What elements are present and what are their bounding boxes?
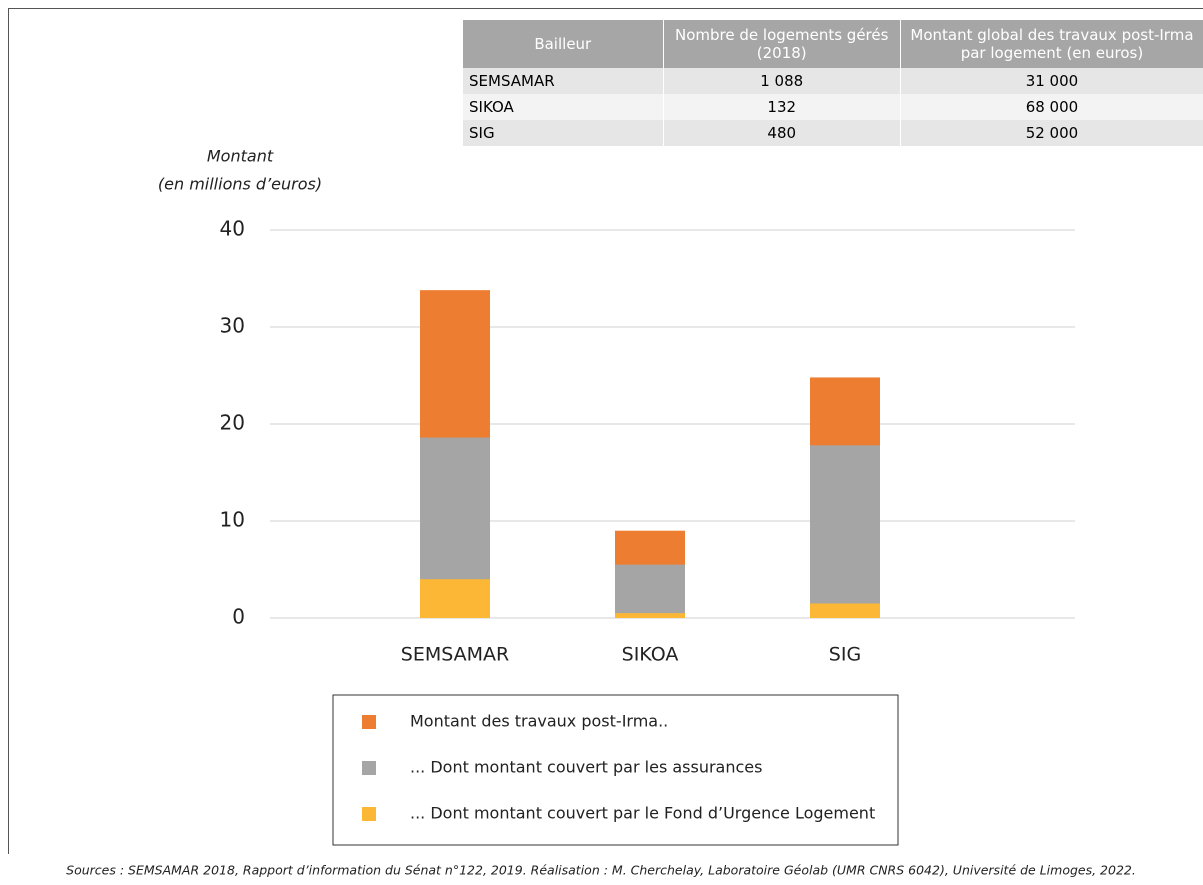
bar bbox=[615, 613, 685, 618]
legend-swatch bbox=[362, 807, 376, 821]
bar bbox=[615, 564, 685, 618]
y-tick-label: 10 bbox=[220, 508, 245, 532]
legend-box bbox=[332, 694, 899, 846]
bar bbox=[810, 603, 880, 618]
bar bbox=[810, 445, 880, 618]
legend-swatch bbox=[362, 761, 376, 775]
table-cell: SEMSAMAR bbox=[463, 68, 664, 94]
y-tick-label: 40 bbox=[220, 217, 245, 241]
y-tick-label: 20 bbox=[220, 411, 245, 435]
legend-label: ... Dont montant couvert par le Fond d’U… bbox=[410, 804, 875, 823]
table-cell: 31 000 bbox=[899, 68, 1203, 94]
data-table: Bailleur Nombre de logements gérés (2018… bbox=[463, 20, 1203, 146]
bar bbox=[420, 579, 490, 618]
y-tick-label: 0 bbox=[232, 605, 245, 629]
table-cell: SIG bbox=[463, 120, 664, 146]
table-row: SIKOA 132 68 000 bbox=[463, 94, 1203, 120]
table-cell: 68 000 bbox=[899, 94, 1203, 120]
source: Sources : SEMSAMAR 2018, Rapport d’infor… bbox=[66, 863, 1136, 878]
header-cell: Bailleur bbox=[463, 20, 664, 68]
legend-label: ... Dont montant couvert par les assuran… bbox=[410, 758, 762, 777]
table-cell: 52 000 bbox=[899, 120, 1203, 146]
x-tick-label: SEMSAMAR bbox=[401, 644, 509, 666]
x-tick-label: SIKOA bbox=[622, 644, 679, 666]
header-cell: Nombre de logements gérés (2018) bbox=[662, 20, 901, 68]
table-cell: SIKOA bbox=[463, 94, 664, 120]
table-row: SIG 480 52 000 bbox=[463, 120, 1203, 146]
table-cell: 132 bbox=[662, 94, 901, 120]
y-axis-label: Montant bbox=[207, 147, 274, 166]
table-row: SEMSAMAR 1 088 31 000 bbox=[463, 68, 1203, 94]
y-tick-label: 30 bbox=[220, 314, 245, 338]
legend-label: Montant des travaux post-Irma.. bbox=[410, 712, 668, 731]
header-cell: Montant global des travaux post-Irma par… bbox=[899, 20, 1203, 68]
y-axis-label: (en millions d’euros) bbox=[158, 175, 322, 194]
x-tick-label: SIG bbox=[829, 644, 861, 666]
legend-swatch bbox=[362, 715, 376, 729]
table-cell: 480 bbox=[662, 120, 901, 146]
table-cell: 1 088 bbox=[662, 68, 901, 94]
frame bbox=[8, 8, 1203, 854]
